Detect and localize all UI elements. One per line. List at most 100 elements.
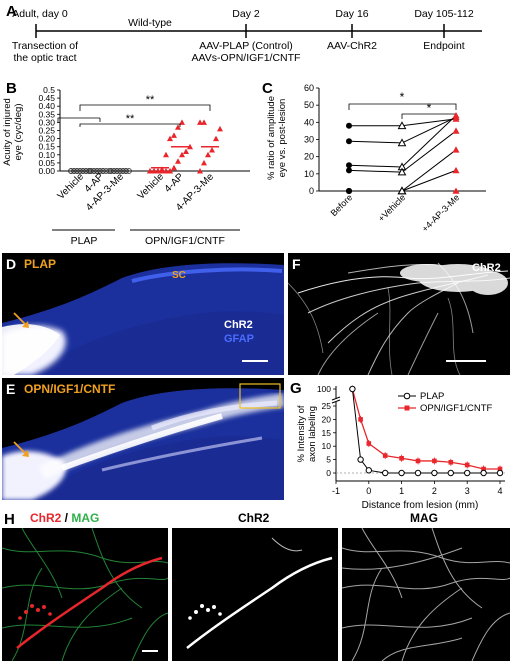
c-before-point (346, 138, 352, 145)
arrow-e-icon (13, 441, 29, 457)
c-ytick-label: 20 (304, 152, 314, 162)
g-plap-point (496, 469, 504, 477)
b-opn-point (187, 143, 193, 150)
c-before-point (346, 162, 352, 169)
b-ytick-label: 0.15 (38, 142, 55, 152)
panel-d-gfap: GFAP (224, 333, 254, 345)
panel-g-letter: G (290, 380, 302, 397)
h-title-chr2: ChR2 (30, 511, 62, 525)
b-opn-point (171, 132, 177, 138)
panel-d-sc: SC (172, 270, 186, 281)
g-xtick-label: 1 (399, 486, 404, 496)
panel-e-letter: E (6, 381, 16, 397)
b-opn-point (179, 119, 185, 125)
b-plap-point (126, 168, 132, 174)
timeline-desc0a: Transection of (11, 40, 79, 52)
b-category-label: 4-AP (163, 171, 187, 195)
b-opn-point (183, 148, 189, 155)
b-opn-point (197, 168, 203, 174)
b-ytick-label: 0.25 (38, 126, 55, 136)
g-xtick-label: 3 (465, 486, 470, 496)
micrograph-opn: E OPN/IGF1/CNTF (2, 378, 284, 500)
b-opn-point (155, 168, 161, 174)
b-group-opn: OPN/IGF1/CNTF (145, 235, 225, 247)
b-plap-point (100, 168, 106, 174)
panel-d-tag: PLAP (24, 257, 57, 271)
b-group-plap: PLAP (71, 235, 98, 247)
c-sig-bottom: * (427, 101, 432, 115)
c-series-segment (401, 130, 457, 173)
panel-e-tag: OPN/IGF1/CNTF (24, 382, 116, 396)
c-vehicle-point (397, 121, 407, 130)
b-plap-point (80, 168, 86, 174)
scale-bar-d (242, 360, 268, 362)
b-ytick-label: 0.35 (38, 109, 55, 119)
g-xtick-label: 2 (432, 486, 437, 496)
timeline-desc1a: AAV-PLAP (Control) (199, 40, 293, 52)
g-plap-point (349, 385, 356, 393)
scale-bar-f (446, 360, 486, 362)
g-opn-point (481, 466, 486, 472)
panel-f-tag: ChR2 (472, 262, 501, 274)
c-before-point (346, 167, 352, 174)
c-ytick-label: 30 (304, 135, 314, 145)
b-ytick-label: 0.00 (38, 166, 55, 176)
h-title-mag: MAG (71, 511, 100, 525)
b-ytick-label: 0.45 (38, 93, 55, 103)
panel-h-title3: MAG (410, 511, 438, 525)
b-plap-point (108, 168, 114, 174)
b-plap-point (68, 168, 74, 174)
b-opn-point (201, 119, 207, 125)
timeline-desc1b: AAVs-OPN/IGF1/CNTF (191, 52, 301, 64)
g-plap-point (464, 469, 471, 477)
c-ylabel-1: % ratio of amplitude (266, 96, 277, 180)
b-ytick-label: 0.40 (38, 101, 55, 111)
g-opn-point (358, 417, 363, 422)
b-opn-point (213, 135, 219, 142)
g-opn-point (366, 441, 372, 446)
g-ytick-label: 25 (322, 401, 332, 411)
b-opn-point (163, 151, 169, 158)
merge-image (2, 528, 168, 661)
g-plap-point (357, 456, 364, 463)
c-sig-top: * (400, 90, 405, 104)
g-ytick-label: 10 (322, 441, 332, 451)
timeline-desc2: AAV-ChR2 (327, 40, 377, 52)
c-series-segment (401, 118, 457, 127)
b-opn-point (167, 135, 173, 142)
g-opn-point (432, 458, 437, 464)
b-plap-point (71, 168, 77, 174)
timeline-wildtype: Wild-type (128, 17, 172, 29)
c-series-segment (401, 116, 457, 144)
c-4ap-point (452, 187, 460, 194)
c-ylabel-2: eye vs. post-lesion (277, 99, 288, 178)
h-chr2-image (186, 537, 333, 649)
g-plap-point (398, 469, 405, 477)
g-ylabel-2: axon labeling (307, 406, 318, 462)
c-vehicle-point (397, 167, 407, 176)
g-plap-point (447, 469, 455, 477)
timeline-day16: Day 16 (335, 8, 369, 20)
c-series-segment (401, 169, 457, 192)
b-opn-point (197, 119, 203, 125)
timeline (35, 24, 482, 38)
c-ytick-label: 40 (304, 117, 314, 127)
g-opn-point (464, 462, 470, 468)
b-plap-point (123, 168, 129, 174)
g-plap-point (365, 467, 373, 474)
g-plap-point (382, 469, 389, 477)
c-before-point (346, 188, 352, 194)
b-plap-point (120, 168, 126, 174)
b-sig-bottom: ** (126, 113, 135, 125)
opn-image (2, 383, 284, 500)
b-opn-point (151, 168, 157, 174)
c-category-label: +4-AP-3-Me (420, 192, 462, 234)
c-ytick-label: 10 (304, 169, 314, 179)
c-ytick-label: 0 (309, 186, 314, 196)
c-series-segment (401, 149, 457, 192)
panel-d-chr2: ChR2 (224, 319, 253, 331)
g-xlabel: Distance from lesion (mm) (362, 500, 479, 511)
b-opn-point (159, 166, 165, 172)
b-opn-point (163, 168, 169, 174)
g-plap-point (431, 469, 438, 477)
